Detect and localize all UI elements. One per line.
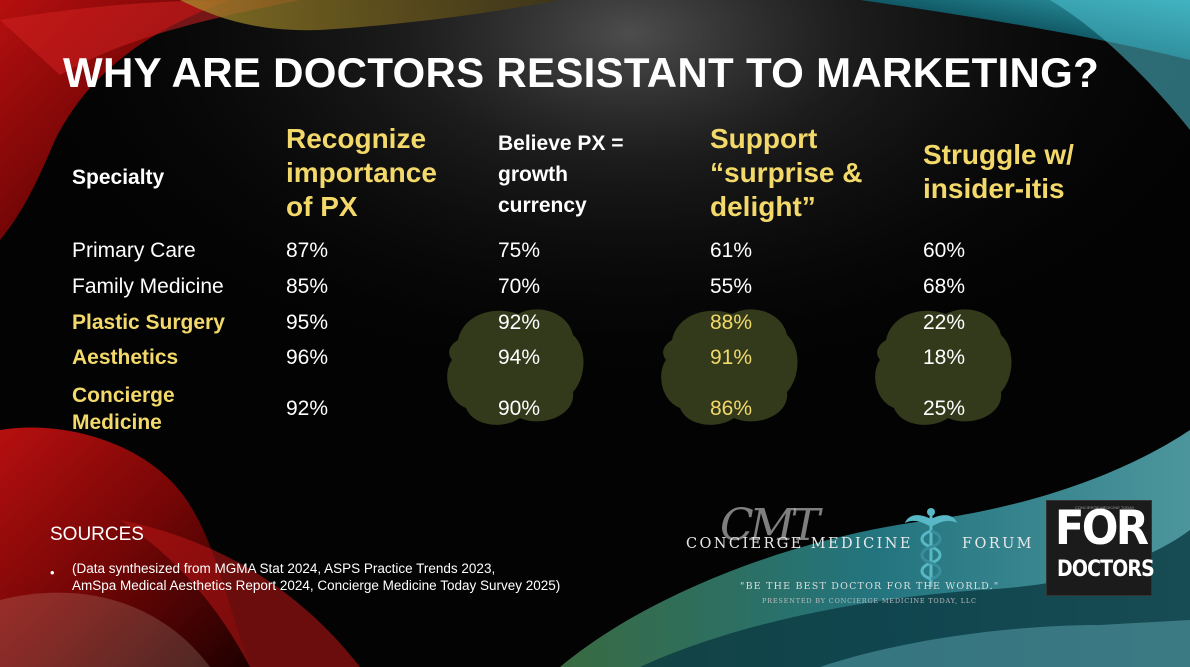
cell-family-medicine-recognize: 85% xyxy=(286,275,329,298)
cell-primary-care-recognize: 87% xyxy=(286,239,329,262)
header-support-surprise: Support “surprise & delight” xyxy=(710,123,863,223)
cell-family-medicine-support: 55% xyxy=(710,275,753,298)
cell-primary-care-support: 61% xyxy=(710,239,753,262)
cell-aesthetics-believe: 94% xyxy=(498,346,541,369)
row-label-primary-care: Primary Care xyxy=(72,239,196,262)
cell-primary-care-believe: 75% xyxy=(498,239,541,262)
cell-plastic-surgery-support: 88% xyxy=(710,311,753,334)
cell-concierge-medicine-struggle: 25% xyxy=(923,397,966,420)
cell-plastic-surgery-believe: 92% xyxy=(498,311,541,334)
blob-decoration-struggle xyxy=(875,309,1012,425)
cell-concierge-medicine-believe: 90% xyxy=(498,397,541,420)
caduceus-icon xyxy=(905,508,957,587)
cell-plastic-surgery-struggle: 22% xyxy=(923,311,966,334)
blob-decoration-believe xyxy=(447,309,584,425)
forum-word: FORUM xyxy=(962,536,1034,552)
forum-monogram: CMT xyxy=(720,500,820,551)
row-label-family-medicine: Family Medicine xyxy=(72,275,224,298)
row-label-aesthetics: Aesthetics xyxy=(72,346,179,369)
cell-aesthetics-support: 91% xyxy=(710,346,753,369)
cell-primary-care-struggle: 60% xyxy=(923,239,966,262)
for-doctors-logo: CONCIERGE MEDICINE TODAY FOR DOCTORS xyxy=(1046,500,1155,596)
row-label-plastic-surgery: Plastic Surgery xyxy=(72,311,225,334)
sources-bullet: • xyxy=(50,565,55,580)
cell-concierge-medicine-support: 86% xyxy=(710,397,753,420)
forum-name: CONCIERGE MEDICINE xyxy=(686,536,913,552)
for-doctors-doctors: DOCTORS xyxy=(1057,557,1155,582)
cell-aesthetics-struggle: 18% xyxy=(923,346,966,369)
cell-family-medicine-believe: 70% xyxy=(498,275,541,298)
row-label-concierge-medicine: Concierge Medicine xyxy=(72,384,175,435)
cell-concierge-medicine-recognize: 92% xyxy=(286,397,329,420)
header-struggle-insider: Struggle w/ insider-itis xyxy=(923,139,1074,205)
forum-tagline: "BE THE BEST DOCTOR FOR THE WORLD." xyxy=(740,581,1000,592)
slide-title: WHY ARE DOCTORS RESISTANT TO MARKETING? xyxy=(63,49,1100,96)
for-doctors-for: FOR xyxy=(1054,501,1149,556)
header-specialty: Specialty xyxy=(72,166,165,189)
cell-plastic-surgery-recognize: 95% xyxy=(286,311,329,334)
sources-text: (Data synthesized from MGMA Stat 2024, A… xyxy=(72,561,561,593)
header-recognize-importance: Recognize importance of PX xyxy=(286,123,437,223)
blob-decoration-support xyxy=(661,309,798,425)
sources-heading: SOURCES xyxy=(50,524,144,545)
for-doctors-small-text: CONCIERGE MEDICINE TODAY xyxy=(1075,505,1135,510)
forum-presented-by: PRESENTED BY CONCIERGE MEDICINE TODAY, L… xyxy=(762,597,977,605)
cell-aesthetics-recognize: 96% xyxy=(286,346,329,369)
cell-family-medicine-struggle: 68% xyxy=(923,275,966,298)
concierge-medicine-forum-logo: CMT CONCIERGE MEDICINE FORUM "BE THE BES… xyxy=(680,500,1032,615)
header-believe-growth: Believe PX = growth currency xyxy=(498,132,624,218)
